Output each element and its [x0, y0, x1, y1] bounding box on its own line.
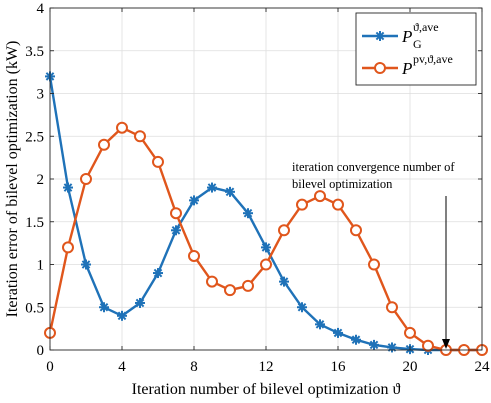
x-tick-label: 8: [190, 359, 198, 375]
data-point: [80, 173, 92, 185]
convergence-annotation: iteration convergence number of bilevel …: [292, 160, 455, 349]
data-point: [261, 242, 271, 253]
legend-label-pg: P: [401, 27, 412, 46]
legend: P ϑ,ave G P pv,ϑ,ave: [355, 12, 477, 86]
data-point: [422, 339, 434, 352]
data-point: [278, 224, 290, 237]
y-tick-label: 3: [37, 87, 45, 103]
data-point: [153, 268, 163, 279]
data-point: [333, 327, 343, 338]
y-tick-label: 4: [37, 1, 45, 17]
x-axis-label: Iteration number of bilevel optimization…: [132, 381, 401, 398]
data-point: [404, 326, 416, 339]
x-tick-label: 0: [46, 359, 54, 375]
data-point: [351, 334, 361, 345]
legend-marker-pg: [375, 31, 385, 41]
data-point: [206, 275, 218, 288]
y-tick-label: 3.5: [25, 44, 44, 60]
legend-marker-ppv: [374, 62, 386, 74]
data-point: [152, 155, 164, 168]
data-point: [117, 310, 127, 321]
data-point: [260, 258, 272, 271]
data-point: [296, 198, 308, 211]
data-point: [207, 182, 217, 193]
y-tick-label: 1: [37, 258, 45, 274]
data-point: [387, 342, 397, 353]
y-tick-label: 0: [37, 343, 45, 359]
data-point: [99, 302, 109, 313]
x-tick-label: 20: [403, 359, 418, 375]
data-point: [332, 198, 344, 211]
legend-label-ppv-sup: pv,ϑ,ave: [413, 52, 453, 66]
y-tick-label: 0.5: [25, 300, 44, 316]
annotation-arrow-head: [442, 339, 450, 349]
y-tick-label: 2: [37, 172, 45, 188]
x-tick-label: 16: [331, 359, 347, 375]
data-point: [135, 297, 145, 308]
data-point: [315, 319, 325, 330]
data-point: [225, 186, 235, 197]
annotation-line-2: bilevel optimization: [292, 177, 393, 191]
data-point: [314, 190, 326, 203]
data-point: [279, 276, 289, 287]
data-point: [189, 195, 199, 206]
y-tick-label: 2.5: [25, 129, 44, 145]
legend-label-pg-sub: G: [413, 37, 422, 51]
data-point: [386, 301, 398, 314]
data-point: [81, 259, 91, 270]
legend-label-ppv: P: [401, 59, 412, 78]
data-point: [171, 225, 181, 236]
legend-label-pg-sup: ϑ,ave: [413, 20, 439, 34]
data-point: [188, 249, 200, 262]
data-point: [116, 121, 128, 134]
data-point: [134, 130, 146, 143]
data-point: [297, 302, 307, 313]
data-point: [243, 208, 253, 219]
data-point: [63, 182, 73, 193]
y-axis-label: Iteration error of bilevel optimization …: [4, 41, 21, 318]
x-tick-label: 12: [259, 359, 274, 375]
x-tick-label: 4: [118, 359, 126, 375]
legend-box: [355, 12, 477, 86]
data-point: [62, 241, 74, 254]
data-point: [350, 224, 362, 237]
x-tick-label: 24: [475, 359, 491, 375]
data-point: [98, 138, 110, 151]
data-point: [224, 284, 236, 297]
data-point: [170, 207, 182, 220]
annotation-line-1: iteration convergence number of: [292, 160, 455, 174]
y-tick-label: 1.5: [25, 215, 44, 231]
data-point: [369, 339, 379, 350]
axis-ticks: 0 4 8 12 16 20 24 0 0.5 1 1.5 2 2.5 3 3.5 4: [25, 1, 490, 375]
data-point: [368, 258, 380, 271]
data-point: [242, 279, 254, 292]
